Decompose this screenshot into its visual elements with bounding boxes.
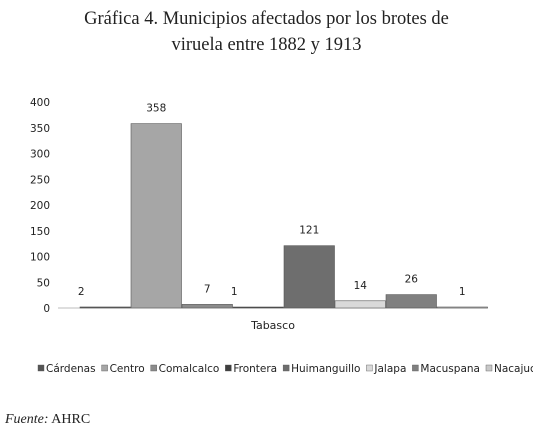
data-label: 26 [405,274,419,286]
bar-frontera [232,306,284,309]
data-label: 1 [459,286,466,298]
y-tick-label: 350 [30,123,50,135]
legend-swatch [225,364,232,372]
legend-label: Frontera [233,363,277,375]
data-label: 7 [204,283,211,295]
legend-label: Huimanguillo [291,363,360,375]
source-note: Fuente: AHRC [5,412,90,428]
legend-swatch [282,364,290,372]
legend-swatch [37,364,45,372]
legend-label: Nacajuca [494,363,533,375]
bar-comalcalco [181,304,233,309]
legend-swatch [485,364,493,372]
legend-swatch [366,364,373,372]
legend-swatch [150,364,157,372]
chart-title-line-1: Gráfica 4. Municipios afectados por los … [84,9,449,29]
data-label: 121 [299,225,319,237]
y-tick-label: 0 [43,303,50,315]
bar-huimanguillo [283,245,335,309]
legend-label: Macuspana [420,363,480,375]
legend-swatch [101,364,108,372]
data-label: 14 [354,280,368,292]
data-label: 2 [78,286,85,298]
y-tick-label: 100 [30,252,50,264]
bar-jalapa [334,300,386,309]
y-tick-label: 400 [30,97,50,109]
y-tick-label: 300 [30,149,50,161]
legend-label: Centro [110,363,145,375]
x-category-label: Tabasco [250,319,295,332]
legend-label: Jalapa [373,363,406,375]
bar-cárdenas [79,306,131,309]
y-tick-label: 200 [30,200,50,212]
source-value: AHRC [51,412,91,427]
y-tick-label: 250 [30,174,50,186]
source-label: Fuente: [5,412,49,427]
legend-swatch [412,364,419,372]
y-tick-label: 50 [37,277,50,289]
bar-nacajuca [436,306,488,309]
legend-label: Comalcalco [159,363,220,375]
bar-centro [130,123,182,309]
chart-title-line-2: viruela entre 1882 y 1913 [171,35,362,55]
data-label: 1 [231,286,238,298]
chart-title: Gráfica 4. Municipios afectados por los … [0,6,533,58]
y-tick-label: 150 [30,226,50,238]
legend-label: Cárdenas [46,363,96,375]
data-label: 358 [146,103,166,115]
bar-macuspana [385,294,437,309]
